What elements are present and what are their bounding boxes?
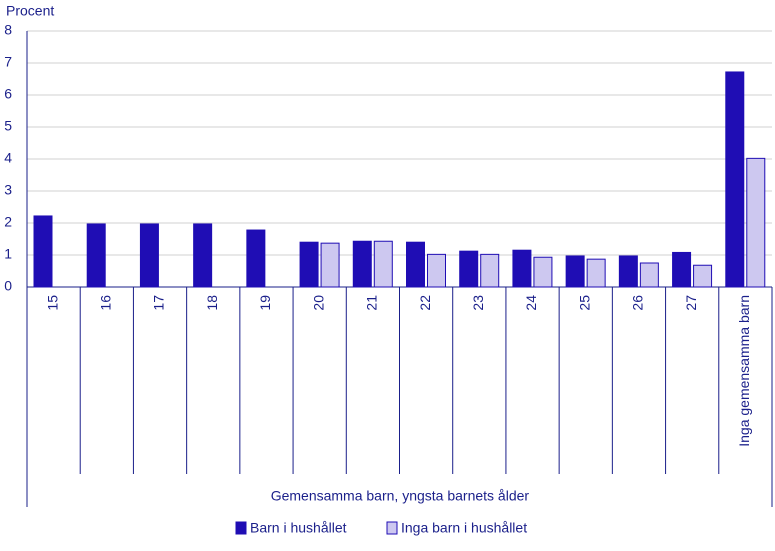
y-tick-label: 2 xyxy=(4,214,12,230)
y-axis-label: Procent xyxy=(6,3,54,19)
bar xyxy=(533,256,553,288)
y-tick-label: 1 xyxy=(4,246,12,262)
bar xyxy=(320,242,340,288)
bar xyxy=(406,241,425,288)
bar xyxy=(618,255,638,288)
bar xyxy=(725,71,745,288)
x-tick-label: 24 xyxy=(523,295,539,311)
y-tick-label: 5 xyxy=(4,118,12,134)
legend-swatch xyxy=(235,521,247,535)
y-tick-label: 6 xyxy=(4,86,12,102)
x-tick-label: 21 xyxy=(364,295,380,311)
bar xyxy=(352,240,372,288)
x-tick-label: 20 xyxy=(310,295,326,311)
bar xyxy=(746,157,766,288)
x-tick-label: 19 xyxy=(257,295,273,311)
y-tick-label: 8 xyxy=(4,22,12,38)
x-tick-label: 17 xyxy=(151,295,167,311)
bar xyxy=(427,253,446,288)
x-tick-label: Inga gemensamma barn xyxy=(736,295,752,447)
x-tick-label: 15 xyxy=(44,295,60,311)
x-tick-label: 25 xyxy=(576,295,592,311)
x-tick-label: 18 xyxy=(204,295,220,311)
bar xyxy=(586,258,606,288)
legend-label: Barn i hushållet xyxy=(250,520,347,536)
legend-swatch xyxy=(386,521,398,535)
x-tick-label: 27 xyxy=(683,295,699,311)
x-tick-label: 23 xyxy=(470,295,486,311)
bar xyxy=(459,250,479,288)
bar xyxy=(512,249,532,288)
bar xyxy=(299,241,319,288)
bar xyxy=(246,229,266,288)
y-tick-label: 0 xyxy=(4,278,12,294)
bar xyxy=(565,255,585,288)
bar xyxy=(139,223,159,288)
y-tick-label: 7 xyxy=(4,54,12,70)
bar xyxy=(193,223,213,288)
bar xyxy=(693,264,713,288)
bar xyxy=(672,251,692,288)
bar xyxy=(86,223,106,288)
bar xyxy=(480,253,500,288)
x-tick-label: 16 xyxy=(98,295,114,311)
x-group-label: Gemensamma barn, yngsta barnets ålder xyxy=(271,488,530,504)
y-tick-label: 4 xyxy=(4,150,12,166)
legend-label: Inga barn i hushållet xyxy=(401,520,527,536)
bar xyxy=(33,215,53,288)
bar xyxy=(373,240,393,288)
x-tick-label: 22 xyxy=(417,295,433,311)
x-tick-label: 26 xyxy=(630,295,646,311)
y-tick-label: 3 xyxy=(4,182,12,198)
bar xyxy=(639,262,659,288)
